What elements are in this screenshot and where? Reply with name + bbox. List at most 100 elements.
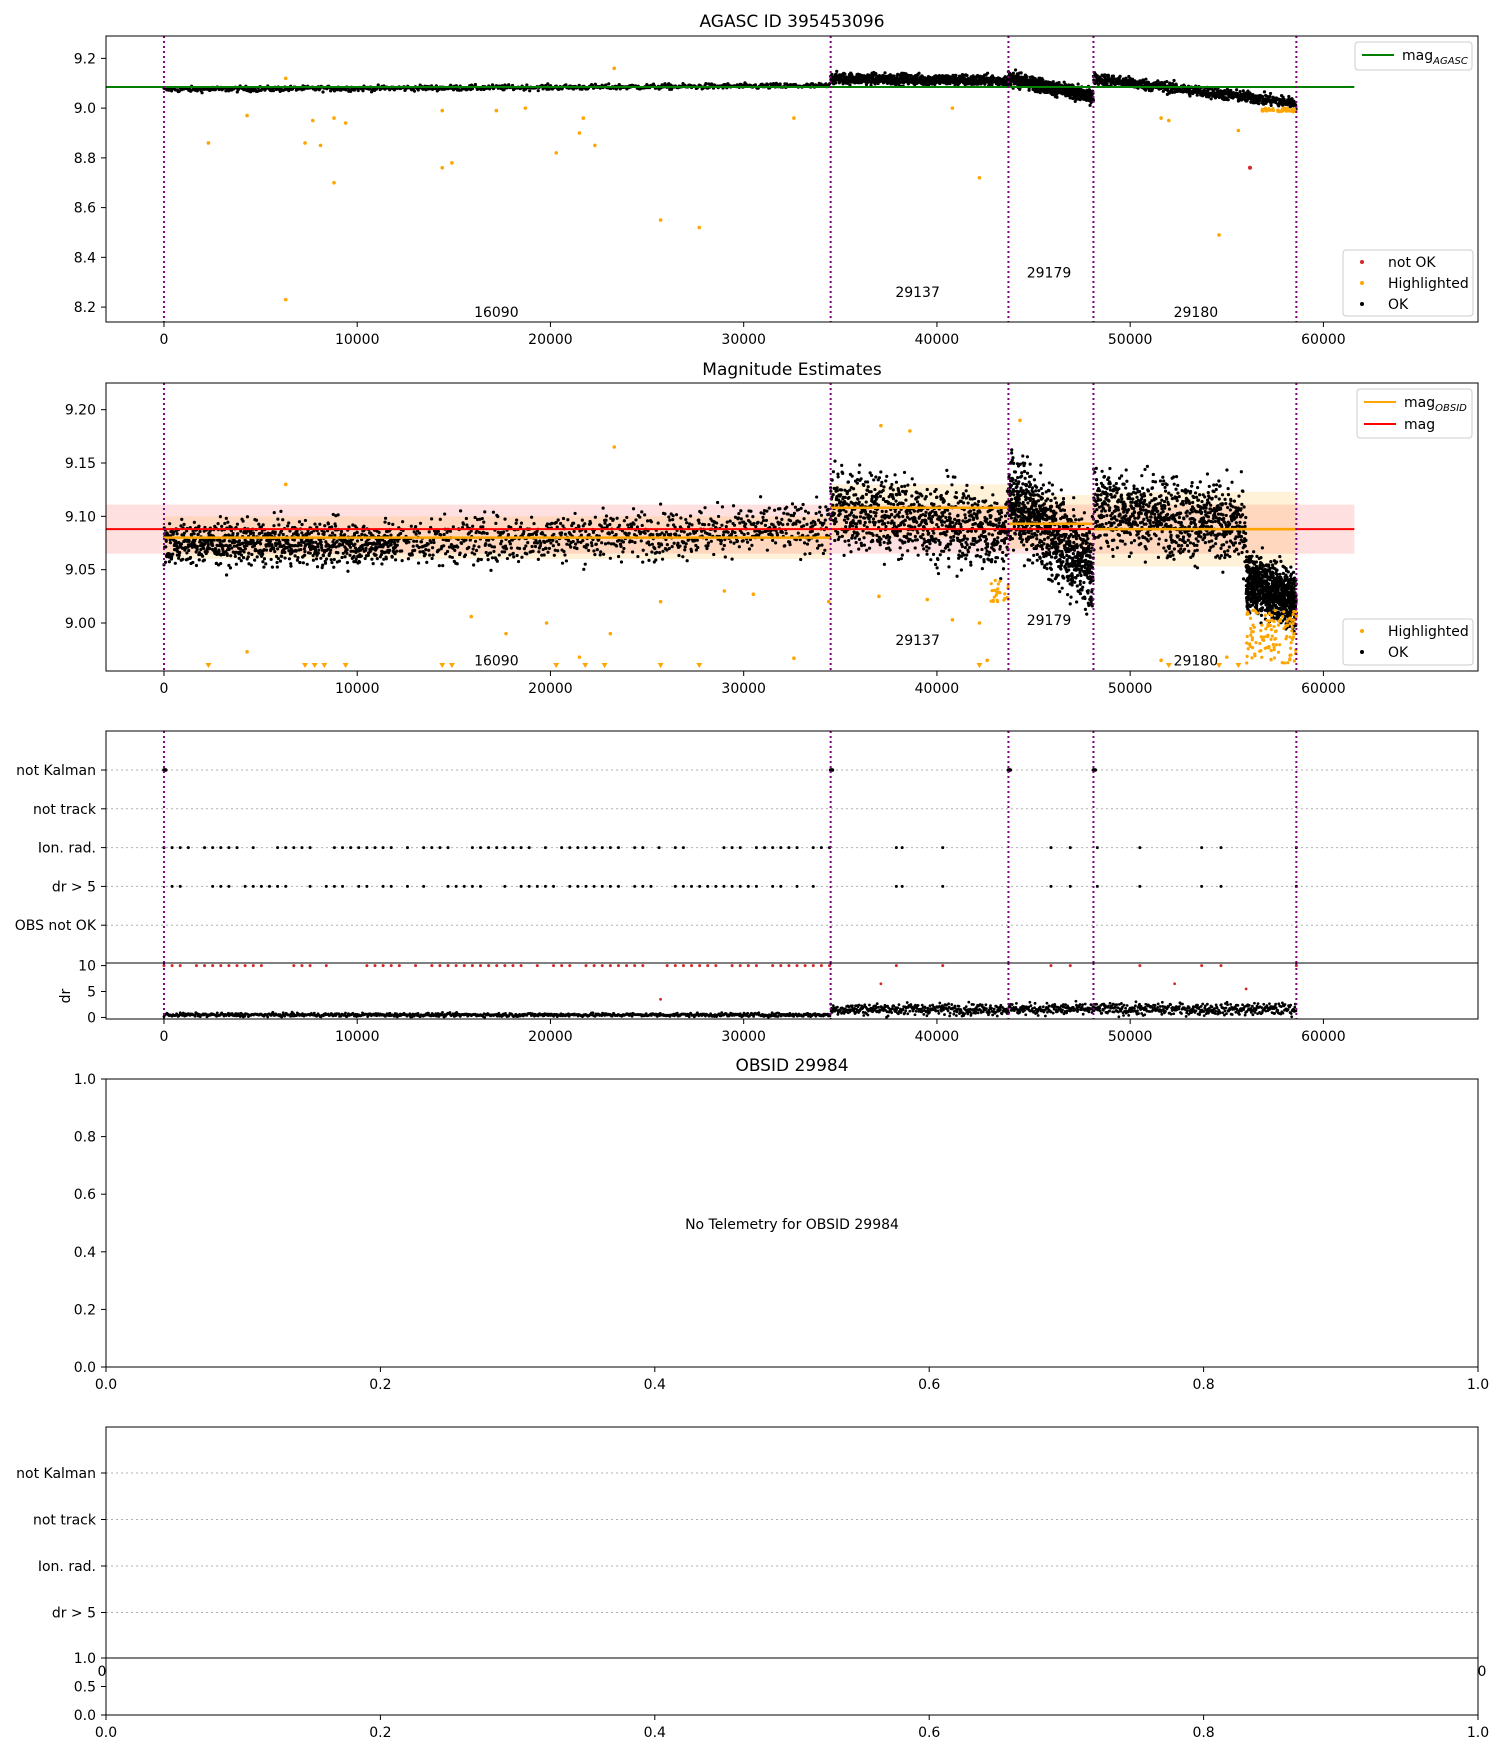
ok-point xyxy=(442,532,446,537)
ok-point xyxy=(786,522,790,526)
ok-point xyxy=(813,522,817,526)
ok-point xyxy=(881,488,885,493)
agasc-x-tick-label: 0 xyxy=(160,332,169,348)
ok-point xyxy=(756,520,760,524)
ok-point xyxy=(345,551,349,556)
ok-point xyxy=(640,523,644,528)
ok-point xyxy=(492,545,497,549)
ok-point xyxy=(579,533,583,537)
ok-point xyxy=(355,539,360,543)
ok-point xyxy=(679,516,683,520)
ok-point xyxy=(671,514,675,518)
ok-point xyxy=(180,517,184,521)
ok-point xyxy=(782,511,786,515)
ok-point xyxy=(607,532,611,536)
ok-point xyxy=(226,520,230,524)
ok-point xyxy=(168,541,173,545)
highlighted-point xyxy=(343,121,348,125)
ok-point xyxy=(207,547,212,551)
ok-point xyxy=(364,546,368,550)
ok-point xyxy=(723,555,727,559)
ok-point xyxy=(833,459,837,463)
ok-point xyxy=(849,511,854,515)
ok-point xyxy=(709,539,713,543)
ok-point xyxy=(258,542,263,546)
ok-point xyxy=(720,523,724,527)
ok-point xyxy=(751,515,755,519)
ok-point xyxy=(492,549,496,554)
ok-point xyxy=(473,539,478,543)
ok-point xyxy=(730,532,734,536)
ok-point xyxy=(641,548,645,552)
ok-point xyxy=(600,541,604,545)
agasc-x-tick-label: 50000 xyxy=(1108,332,1153,348)
ok-point xyxy=(606,541,611,545)
ok-point xyxy=(761,518,766,523)
ok-point xyxy=(593,515,597,519)
ok-point xyxy=(236,532,240,536)
ok-point xyxy=(347,525,351,529)
agasc-y-tick-label: 9.2 xyxy=(74,51,96,67)
ok-point xyxy=(821,551,826,556)
ok-point xyxy=(572,521,576,525)
ok-point xyxy=(839,488,844,492)
ok-point xyxy=(326,522,330,526)
ok-point xyxy=(659,543,664,547)
ok-point xyxy=(211,543,215,548)
ok-point xyxy=(837,535,841,539)
ok-point xyxy=(463,553,468,557)
ok-point xyxy=(1062,80,1066,84)
ok-point xyxy=(225,553,229,557)
ok-point xyxy=(684,517,688,522)
highlighted-point xyxy=(554,151,559,155)
ok-point xyxy=(818,505,822,509)
ok-point xyxy=(272,524,276,528)
ok-point xyxy=(1229,88,1233,93)
ok-point xyxy=(275,565,279,569)
ok-point xyxy=(407,540,411,544)
ok-point xyxy=(786,512,790,516)
ok-point xyxy=(681,555,685,559)
ok-point xyxy=(815,539,819,543)
ok-point xyxy=(1011,71,1016,75)
ok-point xyxy=(836,475,840,479)
ok-point xyxy=(651,533,655,537)
ok-point xyxy=(878,543,882,547)
ok-point xyxy=(831,503,835,507)
ok-point xyxy=(584,529,588,533)
ok-point xyxy=(273,530,277,534)
ok-point xyxy=(752,521,756,526)
ok-point xyxy=(430,546,435,550)
ok-point xyxy=(192,532,196,536)
highlighted-point xyxy=(1276,109,1280,113)
ok-point xyxy=(482,531,486,535)
ok-point xyxy=(353,542,357,546)
ok-point xyxy=(587,532,591,537)
ok-point xyxy=(847,538,851,543)
ok-point xyxy=(202,546,206,551)
ok-point xyxy=(653,546,657,551)
ok-point xyxy=(737,511,741,516)
ok-point xyxy=(650,550,654,554)
ok-point xyxy=(835,486,839,490)
ok-point xyxy=(836,498,841,502)
ok-point xyxy=(323,524,327,528)
ok-point xyxy=(361,89,365,93)
obsid-label: 16090 xyxy=(474,305,519,321)
ok-point xyxy=(330,560,334,565)
ok-point xyxy=(1111,74,1116,78)
ok-point xyxy=(715,521,719,525)
ok-point xyxy=(427,530,431,534)
ok-point xyxy=(528,89,532,93)
ok-point xyxy=(856,532,860,536)
highlighted-point xyxy=(658,218,663,222)
ok-point xyxy=(321,563,325,567)
ok-point xyxy=(360,532,364,536)
ok-point xyxy=(1269,103,1273,108)
ok-point xyxy=(348,545,353,549)
ok-point xyxy=(227,539,232,543)
ok-point xyxy=(682,530,686,534)
ok-point xyxy=(750,543,754,547)
ok-point xyxy=(864,83,869,87)
ok-point xyxy=(479,557,483,562)
